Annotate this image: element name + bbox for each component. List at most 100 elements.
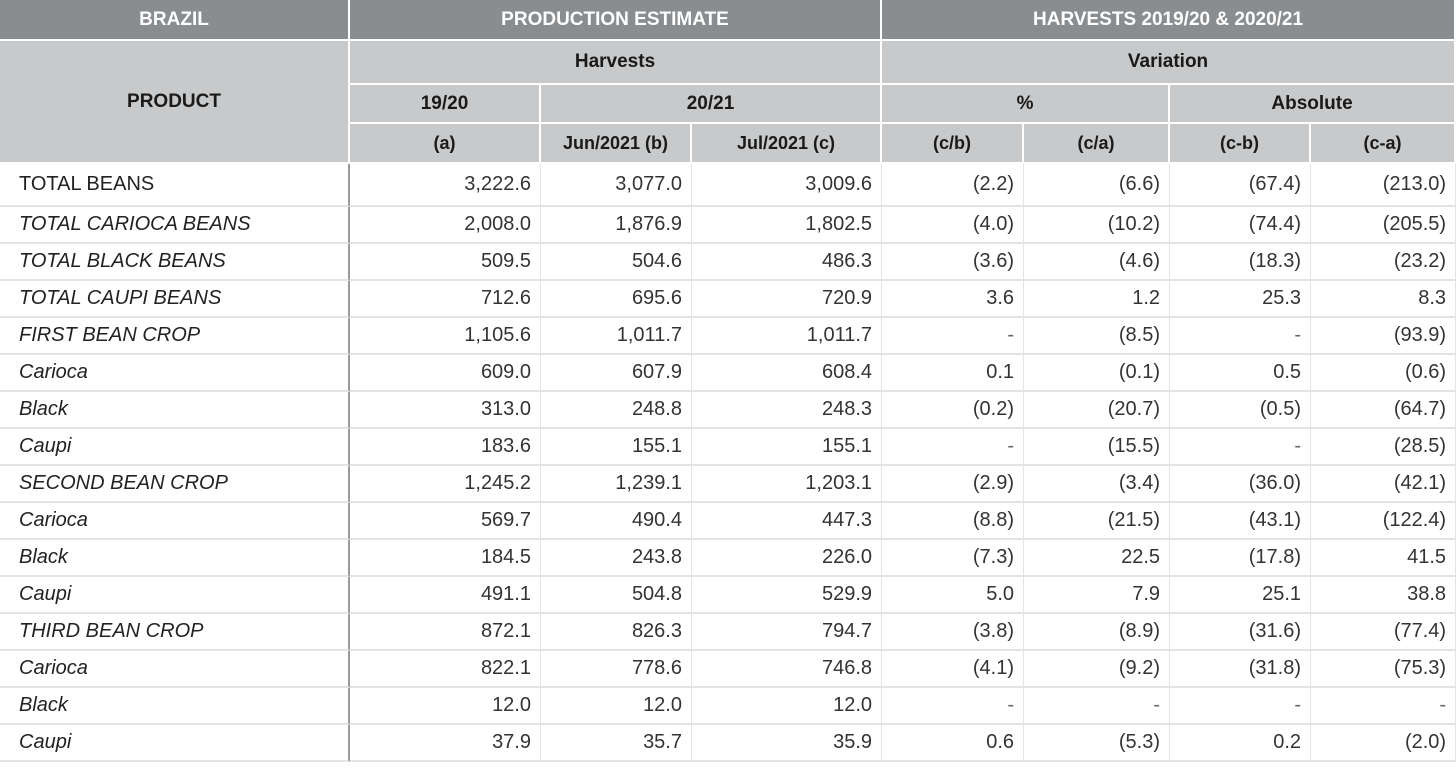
col-ca-abs-cell: (42.1) bbox=[1311, 466, 1456, 503]
col-ca-pct-cell: (4.6) bbox=[1024, 244, 1171, 281]
col-cb-pct-cell: 0.1 bbox=[882, 355, 1025, 392]
col-b-cell: 1,876.9 bbox=[541, 207, 692, 244]
col-cb-pct-cell: (2.2) bbox=[882, 164, 1025, 207]
col-cb-pct-cell: (7.3) bbox=[882, 540, 1025, 577]
col-cb-abs-cell: (36.0) bbox=[1170, 466, 1312, 503]
col-ca-abs-cell: (205.5) bbox=[1311, 207, 1456, 244]
product-cell: TOTAL BLACK BEANS bbox=[0, 244, 350, 281]
col-c-header: Jul/2021 (c) bbox=[692, 124, 883, 164]
col-ca-abs-cell: (93.9) bbox=[1311, 318, 1456, 355]
col-ca-abs-cell: (28.5) bbox=[1311, 429, 1456, 466]
harvests-header: Harvests bbox=[350, 41, 883, 85]
col-cb-pct-cell: (3.8) bbox=[882, 614, 1025, 651]
table-body: TOTAL BEANS 3,222.6 3,077.0 3,009.6 (2.2) (6.… bbox=[0, 164, 1456, 762]
col-ca-pct-cell: 1.2 bbox=[1024, 281, 1171, 318]
product-cell: Caupi bbox=[0, 429, 350, 466]
table-header: BRAZIL PRODUCTION ESTIMATE HARVESTS 2019… bbox=[0, 0, 1456, 164]
col-b-cell: 155.1 bbox=[541, 429, 692, 466]
table-row: Black 313.0 248.8 248.3 (0.2) (20.7) (0.5) (64.… bbox=[0, 392, 1456, 429]
col-cb-abs-cell: (43.1) bbox=[1170, 503, 1312, 540]
variation-header: Variation bbox=[882, 41, 1456, 85]
col-b-cell: 248.8 bbox=[541, 392, 692, 429]
table-row: Caupi 183.6 155.1 155.1- (15.5) - (28.5) bbox=[0, 429, 1456, 466]
season-2021-header: 20/21 bbox=[541, 85, 883, 124]
col-cb-pct-cell: - bbox=[882, 688, 1025, 725]
col-ca-abs-cell: (2.0) bbox=[1311, 725, 1456, 762]
table-row: Black 184.5 243.8 226.0 (7.3) 22.5 (17.8) 41.5 bbox=[0, 540, 1456, 577]
col-c-cell: 447.3 bbox=[692, 503, 883, 540]
col-cb-abs-cell: (74.4) bbox=[1170, 207, 1312, 244]
col-c-cell: 486.3 bbox=[692, 244, 883, 281]
col-b-cell: 778.6 bbox=[541, 651, 692, 688]
table-row: TOTAL CARIOCA BEANS 2,008.0 1,876.9 1,802.5… bbox=[0, 207, 1456, 244]
col-a-cell: 491.1 bbox=[350, 577, 541, 614]
col-b-cell: 607.9 bbox=[541, 355, 692, 392]
col-c-cell: 746.8 bbox=[692, 651, 883, 688]
col-ca-pct-cell: (0.1) bbox=[1024, 355, 1171, 392]
col-a-cell: 712.6 bbox=[350, 281, 541, 318]
product-cell: TOTAL CARIOCA BEANS bbox=[0, 207, 350, 244]
col-cb-pct-cell: (4.1) bbox=[882, 651, 1025, 688]
col-a-cell: 12.0 bbox=[350, 688, 541, 725]
col-ca-abs-cell: - bbox=[1311, 688, 1456, 725]
col-c-cell: 1,011.7 bbox=[692, 318, 883, 355]
col-b-cell: 243.8 bbox=[541, 540, 692, 577]
col-ca-pct-cell: 22.5 bbox=[1024, 540, 1171, 577]
col-cb-pct-cell: (0.2) bbox=[882, 392, 1025, 429]
col-cb-abs-cell: 0.2 bbox=[1170, 725, 1312, 762]
product-cell: Caupi bbox=[0, 577, 350, 614]
product-cell: Carioca bbox=[0, 651, 350, 688]
col-cb-abs-cell: (0.5) bbox=[1170, 392, 1312, 429]
col-ca-pct-cell: (6.6) bbox=[1024, 164, 1171, 207]
col-cb-pct-cell: (8.8) bbox=[882, 503, 1025, 540]
col-ca-abs-cell: (122.4) bbox=[1311, 503, 1456, 540]
col-cb-pct-cell: (4.0) bbox=[882, 207, 1025, 244]
col-cb-pct-cell: - bbox=[882, 429, 1025, 466]
production-estimate-table: BRAZIL PRODUCTION ESTIMATE HARVESTS 2019… bbox=[0, 0, 1456, 762]
product-cell: THIRD BEAN CROP bbox=[0, 614, 350, 651]
col-a-cell: 2,008.0 bbox=[350, 207, 541, 244]
col-ca-pct-cell: (21.5) bbox=[1024, 503, 1171, 540]
table-row: Carioca 822.1 778.6 746.8 (4.1) (9.2) (31.8) (7… bbox=[0, 651, 1456, 688]
table-row: TOTAL CAUPI BEANS 712.6 695.6 720.9 3.6 1.2 25… bbox=[0, 281, 1456, 318]
col-a-cell: 313.0 bbox=[350, 392, 541, 429]
col-a-cell: 1,105.6 bbox=[350, 318, 541, 355]
col-ca-pct-cell: (9.2) bbox=[1024, 651, 1171, 688]
col-ca-pct-cell: (20.7) bbox=[1024, 392, 1171, 429]
col-cb-abs-cell: 0.5 bbox=[1170, 355, 1312, 392]
col-c-cell: 794.7 bbox=[692, 614, 883, 651]
col-ca-pct-cell: (15.5) bbox=[1024, 429, 1171, 466]
col-cb-abs-cell: (17.8) bbox=[1170, 540, 1312, 577]
col-b-cell: 695.6 bbox=[541, 281, 692, 318]
col-a-cell: 3,222.6 bbox=[350, 164, 541, 207]
col-a-cell: 872.1 bbox=[350, 614, 541, 651]
col-cb-pct-cell: 5.0 bbox=[882, 577, 1025, 614]
table-row: Carioca 569.7 490.4 447.3 (8.8) (21.5) (43.1)(… bbox=[0, 503, 1456, 540]
col-c-cell: 3,009.6 bbox=[692, 164, 883, 207]
table-row: Caupi 37.9 35.7 35.9 0.6 (5.3) 0.2 (2.0) bbox=[0, 725, 1456, 762]
col-ca-abs-cell: (75.3) bbox=[1311, 651, 1456, 688]
col-c-cell: 720.9 bbox=[692, 281, 883, 318]
col-ca-abs-cell: (23.2) bbox=[1311, 244, 1456, 281]
col-a-cell: 609.0 bbox=[350, 355, 541, 392]
col-cb-abs-cell: 25.1 bbox=[1170, 577, 1312, 614]
col-cb-abs-cell: 25.3 bbox=[1170, 281, 1312, 318]
col-c-cell: 155.1 bbox=[692, 429, 883, 466]
col-a-cell: 509.5 bbox=[350, 244, 541, 281]
table-row: Black 12.0 12.0 12.0- - - - bbox=[0, 688, 1456, 725]
col-b-cell: 826.3 bbox=[541, 614, 692, 651]
col-ca-pct-cell: 7.9 bbox=[1024, 577, 1171, 614]
col-cb-pct-header: (c/b) bbox=[882, 124, 1025, 164]
col-b-cell: 1,011.7 bbox=[541, 318, 692, 355]
product-cell: TOTAL CAUPI BEANS bbox=[0, 281, 350, 318]
col-cb-abs-header: (c-b) bbox=[1170, 124, 1312, 164]
col-a-cell: 37.9 bbox=[350, 725, 541, 762]
col-cb-abs-cell: (31.8) bbox=[1170, 651, 1312, 688]
col-ca-pct-cell: (8.9) bbox=[1024, 614, 1171, 651]
col-ca-abs-cell: 38.8 bbox=[1311, 577, 1456, 614]
col-ca-abs-cell: (0.6) bbox=[1311, 355, 1456, 392]
col-ca-abs-cell: 41.5 bbox=[1311, 540, 1456, 577]
col-c-cell: 608.4 bbox=[692, 355, 883, 392]
col-cb-pct-cell: 3.6 bbox=[882, 281, 1025, 318]
product-cell: Carioca bbox=[0, 503, 350, 540]
